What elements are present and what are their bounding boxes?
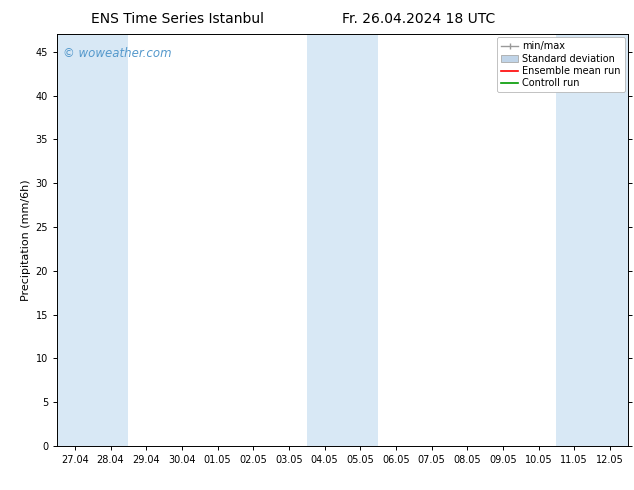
Bar (307, 34, 378, 446)
Text: © woweather.com: © woweather.com (63, 47, 171, 60)
Text: Fr. 26.04.2024 18 UTC: Fr. 26.04.2024 18 UTC (342, 12, 495, 26)
Text: ENS Time Series Istanbul: ENS Time Series Istanbul (91, 12, 264, 26)
Legend: min/max, Standard deviation, Ensemble mean run, Controll run: min/max, Standard deviation, Ensemble me… (497, 37, 624, 92)
Bar (557, 34, 628, 446)
Bar (57, 34, 128, 446)
Y-axis label: Precipitation (mm/6h): Precipitation (mm/6h) (22, 179, 31, 301)
